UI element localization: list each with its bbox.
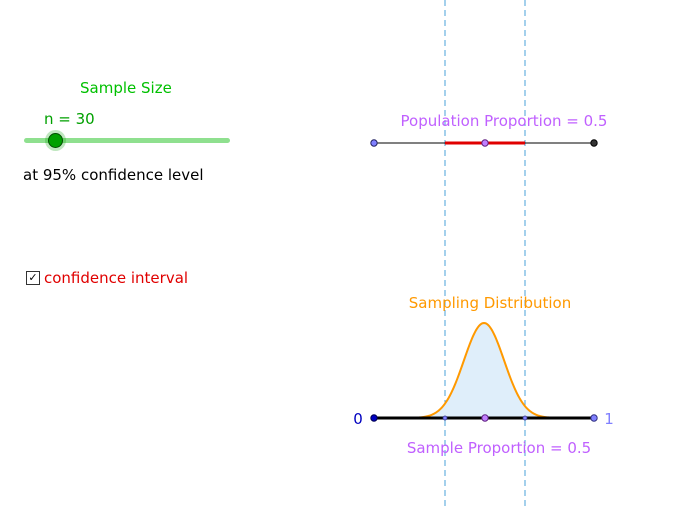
- sample-size-slider-track[interactable]: [24, 138, 230, 143]
- axis-min-label: 0: [353, 410, 363, 428]
- interval-right-point: [522, 415, 528, 421]
- confidence-interval-label: confidence interval: [44, 269, 189, 287]
- confidence-interval-toggle[interactable]: ✓ confidence interval: [26, 269, 188, 287]
- population-proportion-point[interactable]: [481, 139, 489, 147]
- sampling-distribution-title: Sampling Distribution: [409, 294, 572, 312]
- population-proportion-label: Population Proportion = 0.5: [401, 112, 608, 130]
- interval-left-point: [442, 415, 448, 421]
- sample-size-title: Sample Size: [80, 79, 172, 97]
- confidence-level-text: at 95% confidence level: [23, 166, 204, 184]
- sampling-curve-fill: [403, 323, 565, 418]
- sample-size-value: n = 30: [44, 110, 95, 128]
- sample-proportion-label: Sample Proportion = 0.5: [407, 439, 591, 457]
- population-right-point[interactable]: [590, 139, 598, 147]
- axis-max-label: 1: [604, 410, 614, 428]
- sampling-curve: [403, 321, 565, 419]
- checkbox-checked-icon[interactable]: ✓: [26, 271, 40, 285]
- sample-size-slider-thumb[interactable]: [48, 133, 63, 148]
- axis-min-point[interactable]: [370, 414, 378, 422]
- sample-proportion-point[interactable]: [481, 414, 489, 422]
- axis-max-point[interactable]: [590, 414, 598, 422]
- population-left-point[interactable]: [370, 139, 378, 147]
